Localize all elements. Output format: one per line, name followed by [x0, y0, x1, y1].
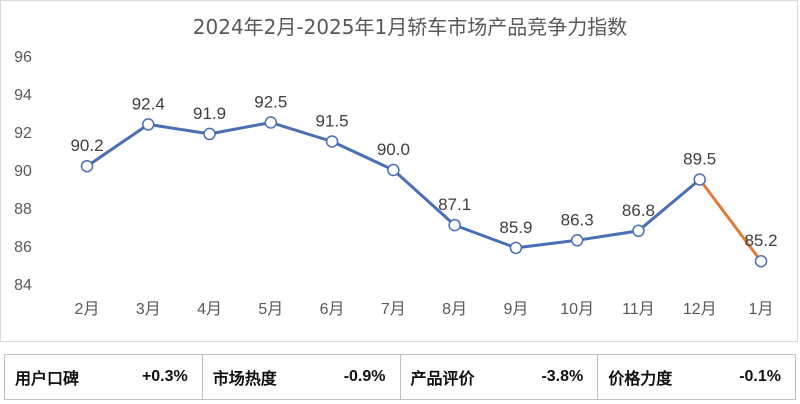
- data-point: [142, 118, 155, 131]
- data-label: 86.8: [622, 201, 655, 220]
- x-tick-label: 1月: [749, 301, 774, 318]
- x-tick-label: 7月: [381, 301, 406, 318]
- x-tick-label: 8月: [442, 301, 467, 318]
- x-tick-label: 6月: [320, 301, 345, 318]
- metric-product-rating: 产品评价 -3.8%: [401, 355, 599, 399]
- data-label: 92.4: [132, 94, 165, 113]
- y-tick-label: 96: [14, 49, 32, 66]
- data-point: [448, 218, 461, 232]
- data-point: [509, 241, 523, 255]
- metrics-bar: 用户口碑 +0.3% 市场热度 -0.9% 产品评价 -3.8% 价格力度 -0…: [4, 354, 796, 400]
- data-label: 90.0: [377, 140, 410, 159]
- data-point: [203, 127, 216, 141]
- line-chart: 2024年2月-2025年1月轿车市场产品竞争力指数 84 86 88 90 92 94 9…: [14, 15, 777, 318]
- data-point: [632, 224, 645, 238]
- y-tick-label: 90: [14, 163, 32, 180]
- metric-market-heat: 市场热度 -0.9%: [203, 355, 401, 399]
- data-point: [754, 254, 768, 268]
- data-point: [80, 159, 94, 173]
- y-tick-label: 88: [14, 201, 32, 218]
- x-tick-label: 3月: [136, 301, 161, 318]
- data-point: [570, 234, 584, 247]
- data-label: 89.5: [683, 150, 716, 169]
- data-label: 86.3: [561, 210, 594, 229]
- series-line-last-segment: [698, 178, 763, 263]
- data-markers: [80, 116, 768, 268]
- data-label: 92.5: [254, 93, 287, 112]
- data-point: [264, 116, 278, 129]
- data-label: 91.5: [316, 112, 349, 131]
- y-tick-label: 94: [14, 87, 32, 104]
- metric-value: -0.1%: [739, 368, 781, 385]
- y-tick-label: 86: [14, 239, 32, 256]
- chart-frame: [0, 0, 798, 342]
- metric-value: -0.9%: [343, 368, 386, 385]
- data-label: 85.2: [744, 231, 777, 250]
- metric-label: 价格力度: [608, 369, 673, 388]
- metric-price-strength: 价格力度 -0.1%: [598, 355, 795, 399]
- data-label: 91.9: [193, 104, 226, 123]
- data-label: 85.9: [499, 218, 532, 237]
- metric-label: 用户口碑: [15, 369, 80, 388]
- x-tick-label: 4月: [197, 301, 222, 318]
- data-label: 90.2: [70, 136, 103, 155]
- y-tick-label: 84: [14, 277, 32, 294]
- data-point: [325, 135, 339, 148]
- metric-label: 产品评价: [410, 369, 475, 388]
- y-tick-label: 92: [14, 125, 32, 142]
- data-labels: 90.2 92.4 91.9 92.5 91.5 90.0 87.1 85.9 86.3 86.8…: [70, 93, 777, 251]
- series-lines: [86, 121, 763, 263]
- data-point: [693, 173, 706, 186]
- chart-title: 2024年2月-2025年1月轿车市场产品竞争力指数: [193, 15, 627, 39]
- metric-user-reputation: 用户口碑 +0.3%: [5, 355, 203, 399]
- metric-label: 市场热度: [212, 369, 277, 388]
- x-tick-label: 5月: [258, 301, 283, 318]
- y-axis-ticks: 84 86 88 90 92 94 96: [14, 49, 32, 294]
- x-tick-label: 2月: [75, 301, 100, 318]
- x-tick-label: 11月: [622, 301, 655, 318]
- data-label: 87.1: [438, 195, 471, 214]
- x-axis-ticks: 2月 3月 4月 5月 6月 7月 8月 9月 10月 11月 12月 1月: [75, 301, 774, 318]
- x-tick-label: 9月: [503, 301, 528, 318]
- x-tick-label: 12月: [683, 301, 717, 318]
- metric-value: +0.3%: [141, 368, 188, 385]
- metric-value: -3.8%: [541, 368, 584, 385]
- x-tick-label: 10月: [560, 301, 594, 318]
- data-point: [387, 163, 400, 177]
